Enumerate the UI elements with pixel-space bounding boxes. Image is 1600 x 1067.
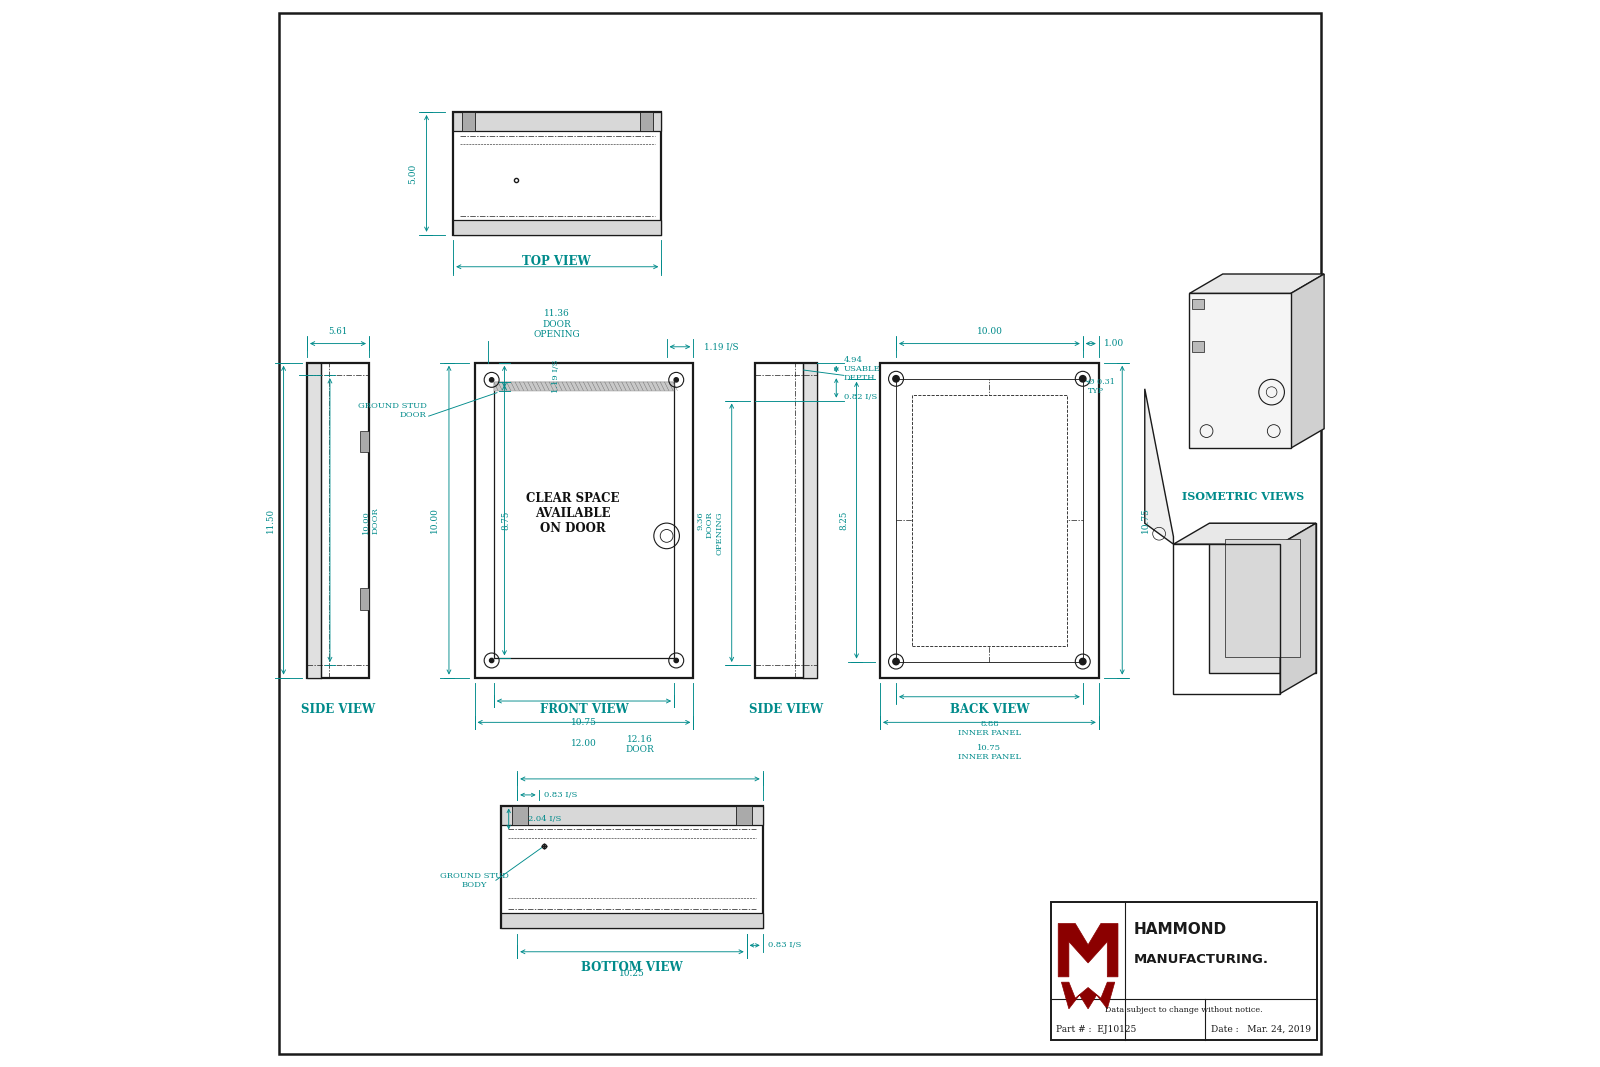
- Text: 10.00: 10.00: [430, 507, 440, 534]
- Circle shape: [674, 658, 678, 663]
- Bar: [501, 806, 763, 928]
- Text: Ø 0.31
TYP: Ø 0.31 TYP: [1088, 378, 1115, 395]
- Text: SIDE VIEW: SIDE VIEW: [749, 703, 824, 716]
- Bar: [736, 806, 752, 825]
- Bar: [475, 363, 693, 678]
- Polygon shape: [1061, 982, 1115, 1009]
- Circle shape: [490, 378, 494, 382]
- Polygon shape: [1280, 523, 1317, 694]
- Text: 10.75: 10.75: [571, 718, 597, 727]
- Circle shape: [490, 658, 494, 663]
- Text: 11.50: 11.50: [266, 508, 275, 532]
- Bar: [880, 363, 1099, 678]
- Text: MANUFACTURING.: MANUFACTURING.: [1134, 954, 1269, 967]
- Text: 10.75: 10.75: [1141, 507, 1150, 534]
- Bar: [453, 112, 661, 235]
- Text: TOP VIEW: TOP VIEW: [522, 255, 590, 268]
- Circle shape: [674, 378, 678, 382]
- Polygon shape: [1058, 923, 1118, 977]
- Text: FRONT VIEW: FRONT VIEW: [541, 703, 629, 716]
- Circle shape: [893, 376, 899, 382]
- Bar: [453, 112, 661, 131]
- Circle shape: [893, 658, 899, 665]
- Text: SIDE VIEW: SIDE VIEW: [301, 703, 374, 716]
- Text: HAMMOND: HAMMOND: [1134, 922, 1227, 937]
- Text: Date :   Mar. 24, 2019: Date : Mar. 24, 2019: [1211, 1024, 1310, 1034]
- Text: 2.04 I/S: 2.04 I/S: [528, 815, 562, 823]
- Text: CLEAR SPACE
AVAILABLE
ON DOOR: CLEAR SPACE AVAILABLE ON DOOR: [526, 492, 619, 536]
- Text: BOTTOM VIEW: BOTTOM VIEW: [581, 961, 682, 974]
- Text: 8.75: 8.75: [501, 510, 510, 530]
- Bar: [462, 112, 475, 131]
- Bar: [307, 363, 320, 678]
- Text: Data subject to change without notice.: Data subject to change without notice.: [1106, 1006, 1262, 1014]
- Bar: [1192, 341, 1205, 352]
- Polygon shape: [1189, 274, 1325, 293]
- Bar: [1051, 902, 1317, 1040]
- Text: 10.00: 10.00: [976, 328, 1002, 336]
- Text: 12.16
DOOR: 12.16 DOOR: [626, 735, 654, 754]
- Bar: [640, 112, 653, 131]
- Polygon shape: [1173, 523, 1317, 544]
- Bar: [912, 395, 1067, 646]
- Text: 5.61: 5.61: [328, 328, 347, 336]
- Bar: [896, 379, 1083, 662]
- Bar: [307, 363, 370, 678]
- Text: 9.36
DOOR
OPENING: 9.36 DOOR OPENING: [696, 511, 723, 555]
- Text: 1.19 I/S: 1.19 I/S: [704, 343, 739, 351]
- Bar: [494, 382, 674, 391]
- Text: 1.00: 1.00: [1104, 339, 1125, 348]
- Text: 10.25: 10.25: [619, 969, 645, 977]
- Text: GROUND STUD
BODY: GROUND STUD BODY: [440, 872, 509, 889]
- Bar: [501, 913, 763, 928]
- Polygon shape: [1210, 523, 1317, 672]
- Text: 0.83 I/S: 0.83 I/S: [544, 791, 578, 799]
- Text: ISOMETRIC VIEWS: ISOMETRIC VIEWS: [1182, 491, 1304, 501]
- Text: 10.00
DOOR: 10.00 DOOR: [362, 507, 379, 534]
- Bar: [494, 382, 674, 658]
- Bar: [1192, 299, 1205, 309]
- Polygon shape: [1226, 539, 1299, 656]
- Polygon shape: [1144, 388, 1173, 544]
- Bar: [512, 806, 528, 825]
- Text: 8.88
INNER PANEL: 8.88 INNER PANEL: [958, 720, 1021, 737]
- Text: 0.83 I/S: 0.83 I/S: [768, 941, 802, 950]
- Bar: [501, 806, 763, 825]
- Text: 8.25: 8.25: [838, 510, 848, 530]
- Polygon shape: [1189, 293, 1291, 448]
- Text: 5.00: 5.00: [408, 163, 418, 184]
- Bar: [803, 363, 818, 678]
- Bar: [755, 363, 818, 678]
- Text: Part # :  EJ10125: Part # : EJ10125: [1056, 1024, 1136, 1034]
- Bar: [453, 220, 661, 235]
- Polygon shape: [1291, 274, 1325, 448]
- Text: BACK VIEW: BACK VIEW: [950, 703, 1030, 716]
- Text: 1.19 I/S: 1.19 I/S: [552, 360, 560, 394]
- Text: 10.75
INNER PANEL: 10.75 INNER PANEL: [958, 744, 1021, 761]
- Circle shape: [1080, 376, 1086, 382]
- Text: GROUND STUD
DOOR: GROUND STUD DOOR: [358, 402, 427, 419]
- Bar: [360, 588, 370, 609]
- Text: 12.00: 12.00: [571, 739, 597, 748]
- Bar: [360, 431, 370, 452]
- Text: 0.82 I/S: 0.82 I/S: [843, 394, 877, 401]
- Circle shape: [1080, 658, 1086, 665]
- Text: 4.94
USABLE
DEPTH: 4.94 USABLE DEPTH: [843, 356, 880, 382]
- Text: 11.36
DOOR
OPENING: 11.36 DOOR OPENING: [534, 309, 581, 339]
